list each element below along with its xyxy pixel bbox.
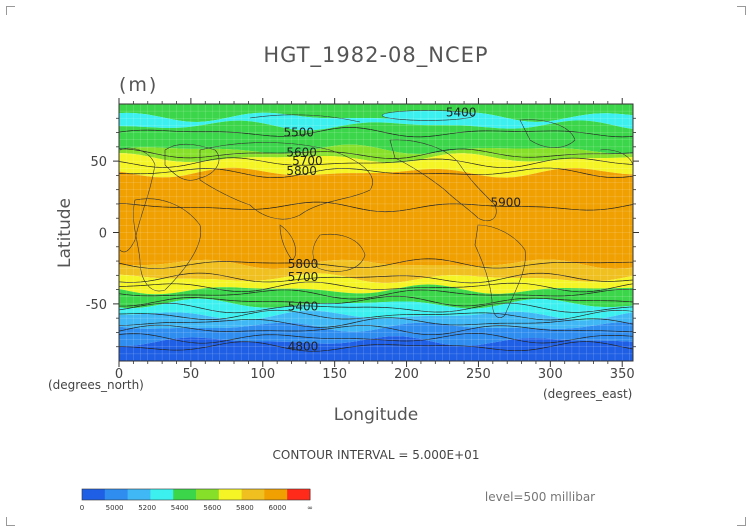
x-tick-label: 0 [115,367,123,382]
contour-line [119,302,633,314]
x-axis: 0 50 100 150 200 250 300 350 [115,98,635,382]
colorbar-swatch [150,489,174,500]
contour-lines [119,127,633,352]
colorbar-swatch [104,489,129,500]
contour-band [119,144,633,163]
contour-label: 5700 [288,270,319,284]
contour-label: 5700 [292,154,323,168]
colorbar-swatch [287,489,311,500]
x-tick-label: 50 [183,367,200,382]
colorbar-label: 6000 [269,504,287,512]
colorbar-swatch [241,489,265,500]
contour-label: 5800 [286,164,317,178]
y-tick-label: -50 [86,298,107,313]
x-tick-label: 350 [610,367,635,382]
contour-line [119,295,633,307]
contour-band [119,112,633,131]
contour-band [119,336,633,361]
crop-mark [6,517,15,526]
contour-line [119,127,633,138]
x-axis-unit: (degrees_east) [543,387,632,401]
contour-label: 5400 [446,106,477,120]
x-axis-label: Longitude [334,405,419,425]
contour-band [381,110,475,121]
contour-band [119,259,633,284]
x-tick-label: 250 [466,367,491,382]
x-tick-label: 100 [250,367,275,382]
colorbar-swatch [82,489,106,500]
contour-band [119,298,633,321]
crop-mark [737,517,746,526]
colorbar-label: 0 [80,504,84,512]
contour-line [119,201,633,213]
contour-line [119,258,633,269]
x-tick-label: 300 [538,367,563,382]
contour-label: 5600 [286,146,317,160]
y-axis-label: Latitude [55,198,75,268]
contour-line [119,289,633,300]
colorbar-swatch [127,489,151,500]
contour-line [119,157,633,168]
colorbar-label: 5200 [138,504,156,512]
contour-label: 4800 [288,340,319,354]
colorbar-label: 5400 [171,504,189,512]
colorbar: 0 5000 5200 5400 5600 5800 6000 ∞ [80,488,313,512]
x-tick-label: 150 [322,367,347,382]
contour-line [119,332,633,344]
chart-title: HGT_1982-08_NCEP [263,43,488,68]
colorbar-swatch [218,489,243,500]
contour-line [119,272,633,284]
contour-line [119,341,633,352]
contour-line [119,148,633,159]
contour-label: 5900 [490,196,521,210]
contour-line [119,167,633,178]
contour-label: 5800 [288,257,319,271]
contour-band [119,322,633,347]
colorbar-label: 5000 [106,504,124,512]
colorbar-swatch [196,489,220,500]
contour-line [119,324,633,336]
contour-band [119,120,633,154]
contour-line [119,317,633,328]
contour-band [119,104,633,122]
y-axis: -50 0 50 [86,117,639,348]
contour-interval-text: CONTOUR INTERVAL = 5.000E+01 [273,448,480,462]
contour-label: 5500 [283,126,314,140]
crop-mark [6,6,15,15]
contour-band [119,153,633,178]
coastlines [119,114,633,319]
crop-mark [737,6,746,15]
contour-band [119,167,633,270]
x-tick-label: 200 [394,367,419,382]
contour-label: 5400 [288,300,319,314]
level-label: level=500 millibar [485,490,595,504]
y-tick-label: 50 [90,155,107,170]
colorbar-swatch [173,489,197,500]
contour-line [119,281,633,293]
colorbar-label: 5600 [203,504,221,512]
units-label: (m) [119,74,158,96]
plot-area [119,104,633,361]
colorbar-frame [81,488,311,501]
colorbar-label: ∞ [307,504,313,512]
y-tick-label: 0 [99,227,107,242]
grid-lines [119,104,633,361]
contour-line [119,309,633,321]
colorbar-label: 5800 [236,504,254,512]
colorbar-swatch [264,489,288,500]
x-axis-origin-unit: (degrees_north) [48,378,144,392]
